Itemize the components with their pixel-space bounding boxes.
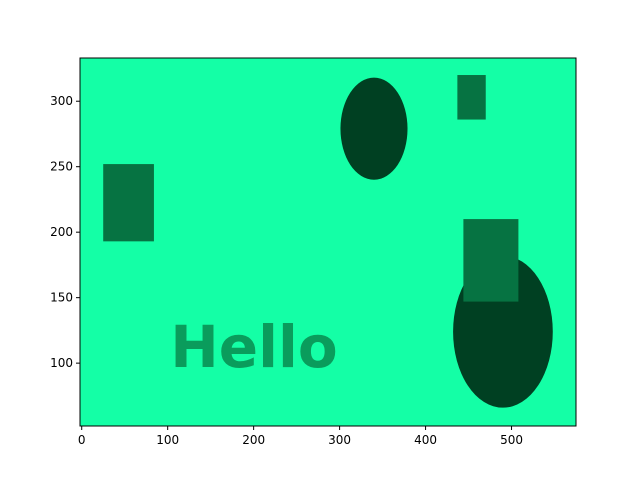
- y-tick-label: 200: [50, 225, 73, 239]
- y-tick-label: 150: [50, 291, 73, 305]
- rectangle-1: [103, 164, 154, 242]
- plot-frame: [79, 57, 577, 427]
- x-tick-label: 0: [78, 433, 86, 447]
- x-tick-label: 200: [242, 433, 265, 447]
- y-tick-label: 300: [50, 94, 73, 108]
- x-tick-label: 300: [328, 433, 351, 447]
- rectangle-5: [463, 219, 519, 302]
- y-tick-label: 100: [50, 356, 73, 370]
- shapes-layer: [103, 75, 553, 408]
- ellipse-2: [340, 77, 408, 180]
- y-axis: 100 150 200 250 300: [50, 94, 80, 370]
- rectangle-3: [457, 75, 486, 120]
- annotation-layer: Hello: [170, 313, 337, 381]
- annotation-text: Hello: [170, 313, 337, 381]
- x-axis: 0 100 200 300 400 500: [78, 426, 523, 447]
- x-tick-label: 500: [500, 433, 523, 447]
- x-tick-label: 400: [414, 433, 437, 447]
- x-tick-label: 100: [156, 433, 179, 447]
- y-tick-label: 250: [50, 160, 73, 174]
